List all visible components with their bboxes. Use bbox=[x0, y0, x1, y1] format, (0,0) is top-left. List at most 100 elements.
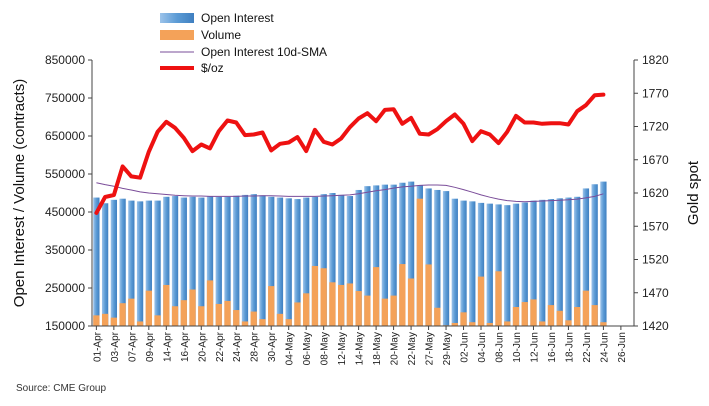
x-tick-label: 28-Apr bbox=[250, 331, 261, 362]
x-tick-label: 10-Jun bbox=[512, 332, 523, 363]
line-series bbox=[94, 92, 606, 215]
x-tick-label: 22-Jun bbox=[582, 332, 593, 363]
open-interest-bar bbox=[119, 198, 126, 326]
open-interest-bar bbox=[259, 195, 266, 326]
open-interest-bar bbox=[128, 200, 135, 326]
right-tick-label: 1820 bbox=[642, 53, 669, 67]
volume-bar bbox=[591, 305, 598, 326]
volume-bar bbox=[547, 305, 555, 326]
volume-bar bbox=[582, 290, 590, 326]
volume-bar bbox=[171, 306, 179, 326]
x-tick-label: 08-May bbox=[320, 332, 331, 365]
legend-label: Open Interest bbox=[201, 11, 274, 25]
left-tick-label: 850000 bbox=[45, 53, 85, 67]
left-tick-label: 150000 bbox=[45, 319, 85, 333]
volume-bar bbox=[600, 322, 607, 326]
open-interest-bar bbox=[451, 198, 458, 326]
open-interest-bar bbox=[495, 204, 502, 326]
x-tick-label: 20-May bbox=[390, 332, 401, 365]
volume-bar bbox=[224, 300, 231, 326]
open-interest-bar bbox=[407, 181, 415, 326]
volume-bar bbox=[477, 276, 485, 326]
legend-swatch-volume bbox=[160, 30, 194, 40]
volume-bar bbox=[504, 321, 511, 326]
volume-bar bbox=[556, 310, 563, 326]
volume-bar bbox=[241, 321, 249, 326]
left-axis-title: Open Interest / Volume (contracts) bbox=[11, 79, 28, 307]
volume-bar bbox=[355, 291, 362, 326]
open-interest-bar bbox=[233, 195, 240, 326]
x-tick-label: 24-Jun bbox=[599, 332, 610, 363]
volume-bar bbox=[469, 322, 476, 326]
open-interest-bar bbox=[504, 205, 511, 326]
open-interest-bar bbox=[574, 196, 581, 326]
open-interest-bar bbox=[215, 196, 222, 326]
volume-bar bbox=[495, 271, 502, 326]
volume-bar bbox=[101, 313, 109, 326]
open-interest-bar bbox=[276, 197, 284, 326]
volume-bar bbox=[337, 284, 345, 326]
x-tick-label: 04-Jun bbox=[477, 332, 488, 363]
volume-bar bbox=[416, 198, 423, 326]
right-tick-label: 1570 bbox=[642, 219, 669, 233]
axes: 150000 250000 350000 450000 550000 650000 7500… bbox=[11, 53, 702, 365]
volume-bar bbox=[198, 306, 205, 326]
x-tick-label: 07-Apr bbox=[127, 331, 138, 362]
volume-bar bbox=[399, 264, 406, 326]
left-tick-label: 350000 bbox=[45, 243, 85, 257]
open-interest-bar bbox=[372, 185, 380, 326]
volume-bar bbox=[390, 295, 397, 326]
volume-bar bbox=[259, 319, 266, 326]
source-note: Source: CME Group bbox=[16, 383, 107, 394]
open-interest-bar bbox=[355, 189, 362, 326]
volume-bar bbox=[320, 268, 327, 326]
volume-bar bbox=[372, 267, 380, 326]
open-interest-bar bbox=[294, 199, 301, 326]
volume-bar bbox=[530, 299, 537, 326]
left-tick-label: 750000 bbox=[45, 91, 85, 105]
volume-bar bbox=[425, 264, 432, 326]
open-interest-bar bbox=[311, 196, 319, 326]
x-tick-label: 18-May bbox=[372, 332, 383, 365]
left-tick-label: 550000 bbox=[45, 167, 85, 181]
open-interest-bar bbox=[399, 182, 406, 326]
open-interest-bar bbox=[110, 199, 118, 326]
open-interest-bar bbox=[320, 194, 327, 326]
open-interest-bar bbox=[425, 188, 432, 326]
right-tick-label: 1420 bbox=[642, 319, 669, 333]
x-tick-label: 22-Apr bbox=[215, 331, 226, 362]
left-tick-label: 250000 bbox=[45, 281, 85, 295]
volume-bar bbox=[364, 295, 371, 326]
open-interest-bar bbox=[434, 189, 441, 326]
open-interest-bar bbox=[154, 200, 161, 326]
right-tick-label: 1770 bbox=[642, 86, 669, 100]
x-tick-label: 04-May bbox=[285, 332, 296, 365]
legend-label: Open Interest 10d-SMA bbox=[201, 45, 327, 59]
x-tick-label: 24-Apr bbox=[232, 331, 243, 362]
open-interest-bar bbox=[381, 184, 389, 326]
volume-bar bbox=[285, 319, 292, 326]
x-tick-label: 08-Jun bbox=[495, 332, 506, 363]
open-interest-bar bbox=[93, 197, 100, 326]
volume-bar bbox=[189, 289, 196, 326]
volume-bar bbox=[311, 265, 319, 326]
open-interest-bar bbox=[163, 196, 170, 326]
open-interest-bar bbox=[390, 184, 397, 326]
x-tick-label: 18-Jun bbox=[564, 332, 575, 363]
open-interest-bar bbox=[364, 186, 371, 326]
volume-bar bbox=[574, 307, 581, 326]
volume-bar bbox=[346, 283, 354, 326]
open-interest-bar bbox=[285, 198, 292, 326]
x-tick-label: 22-May bbox=[407, 332, 418, 365]
volume-bar bbox=[407, 278, 415, 326]
open-interest-bar bbox=[582, 188, 590, 326]
volume-bar bbox=[460, 312, 467, 326]
x-tick-label: 12-Jun bbox=[529, 332, 540, 363]
volume-bar bbox=[154, 315, 161, 326]
open-interest-bar bbox=[547, 199, 555, 326]
open-interest-bar bbox=[556, 198, 563, 326]
volume-bar bbox=[521, 302, 528, 326]
volume-bar bbox=[268, 286, 275, 326]
legend: Open Interest Volume Open Interest 10d-SMA… bbox=[160, 11, 327, 75]
